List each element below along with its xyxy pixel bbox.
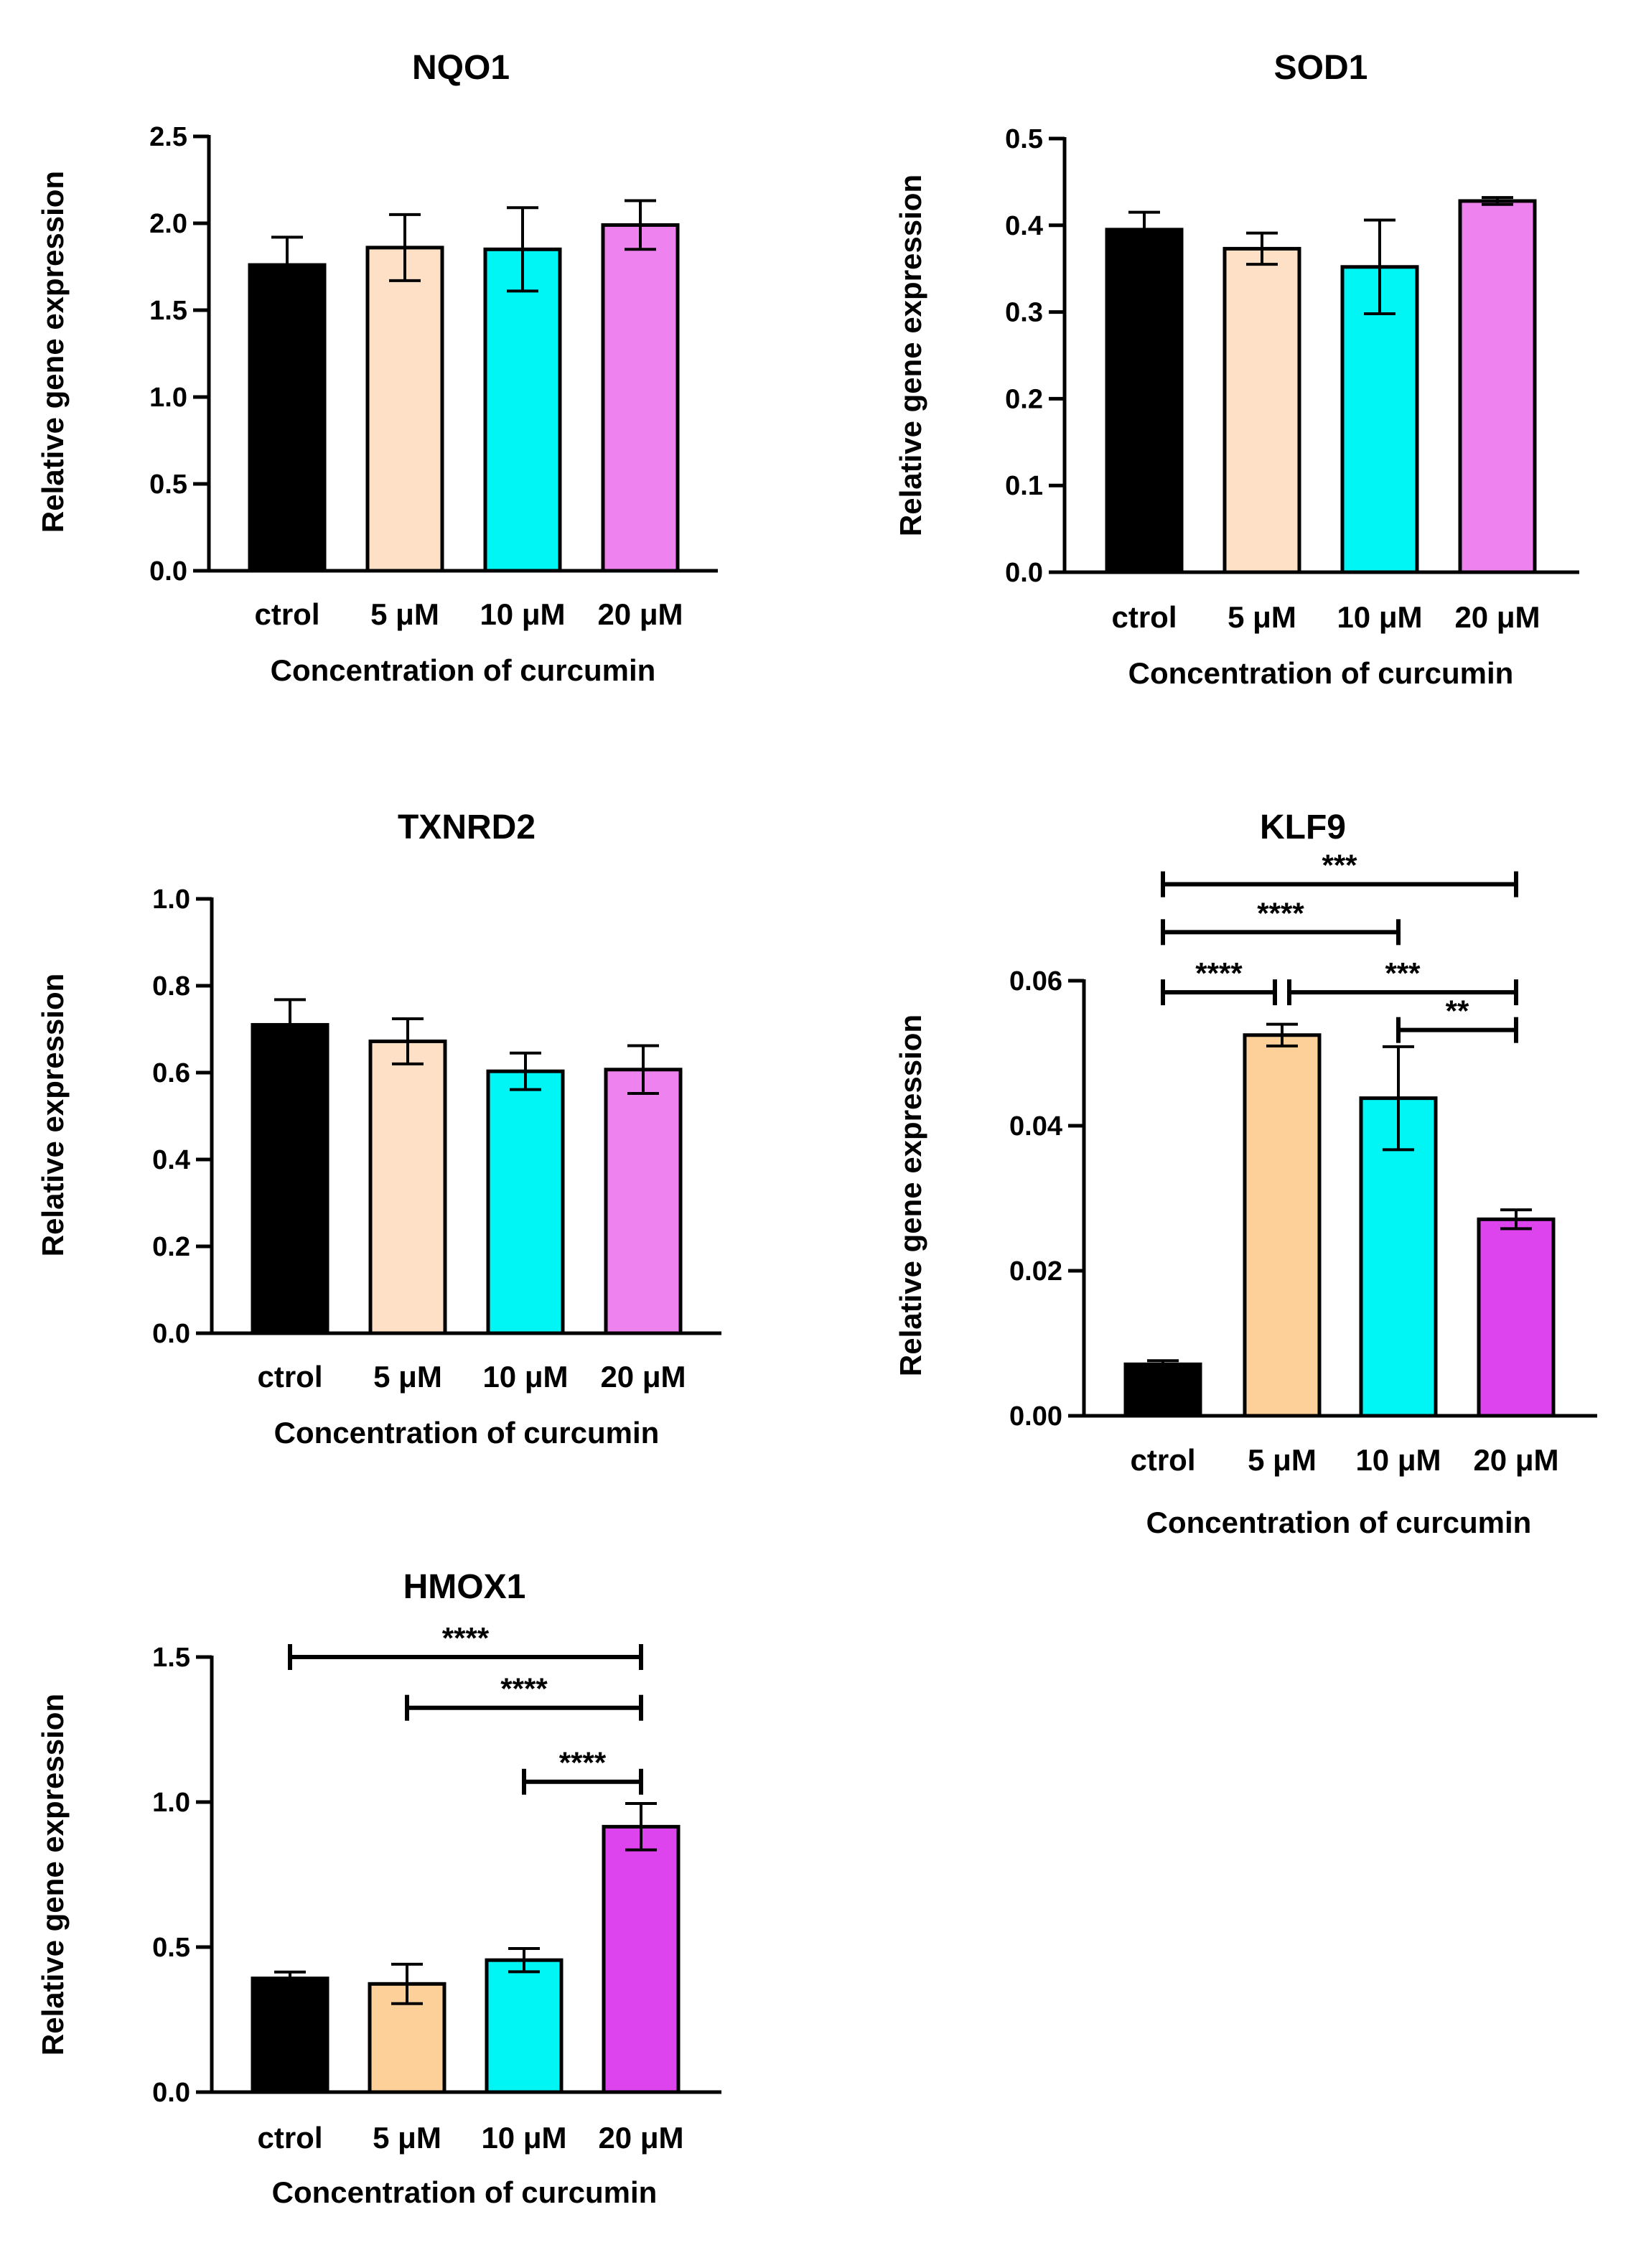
- chart-title: TXNRD2: [398, 808, 536, 846]
- category-label: 10 μM: [480, 597, 565, 631]
- significance-label: **: [1446, 994, 1469, 1028]
- bar: [248, 263, 327, 573]
- bar: [601, 223, 680, 573]
- y-tick-label: 1.5: [149, 296, 187, 326]
- y-tick-label: 0.2: [1005, 384, 1043, 414]
- y-tick-label: 0.3: [1005, 298, 1043, 328]
- bar: [485, 1958, 564, 2094]
- category-label: ctrol: [1111, 600, 1177, 634]
- category-label: 10 μM: [1337, 600, 1422, 634]
- significance-label: ****: [559, 1746, 607, 1780]
- significance-label: ***: [1385, 956, 1421, 990]
- bar: [1123, 1362, 1202, 1418]
- significance-label: ****: [1195, 956, 1243, 990]
- x-axis-label: Concentration of curcumin: [271, 653, 656, 687]
- category-label: 5 μM: [1228, 600, 1296, 634]
- y-tick-label: 0.0: [152, 2078, 190, 2108]
- y-axis-label: Relative gene expression: [894, 1014, 927, 1376]
- chart-panel-txnrd2: TXNRD2 0.0 0.2 0.4 0.6 0.8 1.0 Relative express…: [36, 808, 721, 1450]
- y-tick-label: 0.5: [1005, 124, 1043, 154]
- chart-panel-sod1: SOD1 0.0 0.1 0.2 0.3 0.4 0.5 Relative gene expr…: [894, 49, 1579, 690]
- significance-label: ****: [1257, 896, 1304, 930]
- category-label: ctrol: [257, 1360, 322, 1394]
- category-label: 20 μM: [1473, 1443, 1558, 1477]
- significance-label: ***: [1322, 849, 1357, 882]
- bar: [483, 247, 562, 573]
- bar: [604, 1068, 683, 1335]
- bar: [1222, 246, 1301, 574]
- y-tick-label: 0.4: [152, 1145, 190, 1175]
- bar: [251, 1977, 329, 2094]
- chart-title: HMOX1: [403, 1568, 526, 1606]
- y-axis-label: Relative gene expression: [894, 174, 927, 536]
- x-axis-label: Concentration of curcumin: [274, 1416, 660, 1450]
- bar: [251, 1022, 329, 1335]
- category-label: ctrol: [257, 2121, 322, 2155]
- y-tick-label: 1.0: [149, 383, 187, 413]
- y-tick-label: 0.0: [1005, 558, 1043, 588]
- y-axis-label: Relative gene expression: [36, 1694, 70, 2055]
- significance-label: ****: [442, 1621, 490, 1655]
- x-axis-label: Concentration of curcumin: [1128, 656, 1514, 690]
- y-tick-label: 0.5: [152, 1933, 190, 1963]
- bar: [602, 1824, 681, 2094]
- y-tick-label: 1.0: [152, 1788, 190, 1818]
- category-label: 20 μM: [600, 1360, 686, 1394]
- y-tick-label: 0.0: [152, 1319, 190, 1349]
- category-label: ctrol: [1130, 1443, 1195, 1477]
- y-tick-label: 0.04: [1009, 1111, 1062, 1142]
- category-label: 5 μM: [373, 1360, 442, 1394]
- bar: [1359, 1096, 1438, 1418]
- chart-panel-hmox1: HMOX1 0.0 0.5 1.0 1.5 Relative gene expressio…: [36, 1568, 721, 2209]
- bar: [365, 246, 444, 573]
- category-label: 5 μM: [1248, 1443, 1317, 1477]
- chart-panel-klf9: KLF9 0.00 0.02 0.04 0.06 Relative gene expres…: [894, 808, 1597, 1539]
- y-tick-label: 1.5: [152, 1643, 190, 1673]
- y-axis-label: Relative gene expression: [36, 171, 70, 533]
- category-label: 10 μM: [482, 1360, 568, 1394]
- y-tick-label: 0.8: [152, 971, 190, 1002]
- y-tick-label: 0.02: [1009, 1256, 1062, 1287]
- y-tick-label: 0.4: [1005, 211, 1043, 241]
- chart-panel-nqo1: NQO1 0.0 0.5 1.0 1.5 2.0 2.5 Relative gene expr…: [36, 49, 718, 687]
- category-label: 20 μM: [598, 2121, 683, 2155]
- y-tick-label: 0.5: [149, 470, 187, 500]
- bar: [486, 1069, 565, 1335]
- x-axis-label: Concentration of curcumin: [1146, 1506, 1532, 1539]
- y-tick-label: 0.2: [152, 1232, 190, 1262]
- category-label: 20 μM: [1454, 600, 1540, 634]
- bar: [1477, 1217, 1556, 1418]
- y-tick-label: 0.1: [1005, 471, 1043, 501]
- significance-label: ****: [500, 1672, 548, 1706]
- chart-title: NQO1: [412, 49, 510, 87]
- y-tick-label: 2.5: [149, 122, 187, 152]
- chart-title: KLF9: [1260, 808, 1346, 846]
- category-label: 10 μM: [1355, 1443, 1441, 1477]
- chart-title: SOD1: [1274, 49, 1368, 87]
- category-label: 5 μM: [373, 2121, 441, 2155]
- category-label: 5 μM: [370, 597, 439, 631]
- bar: [368, 1039, 447, 1335]
- y-tick-label: 0.0: [149, 556, 187, 587]
- y-tick-label: 0.06: [1009, 966, 1062, 997]
- x-axis-label: Concentration of curcumin: [272, 2175, 658, 2209]
- y-axis-label: Relative expression: [36, 974, 70, 1257]
- y-tick-label: 2.0: [149, 209, 187, 239]
- bar: [1105, 228, 1184, 574]
- bar: [1243, 1033, 1322, 1418]
- y-tick-label: 0.00: [1009, 1401, 1062, 1432]
- category-label: ctrol: [254, 597, 319, 631]
- y-tick-label: 0.6: [152, 1058, 190, 1088]
- bar: [1458, 199, 1537, 574]
- category-label: 10 μM: [481, 2121, 566, 2155]
- y-tick-label: 1.0: [152, 885, 190, 915]
- category-label: 20 μM: [597, 597, 683, 631]
